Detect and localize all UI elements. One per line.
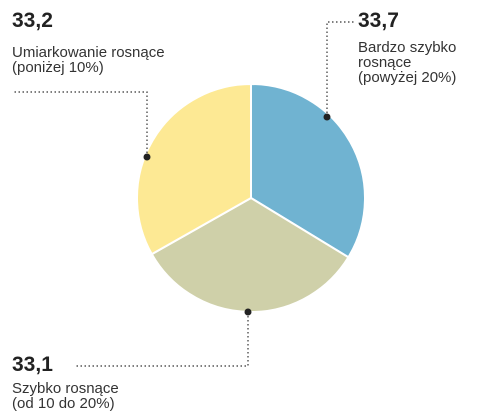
category-label: Umiarkowanie rosnące (poniżej 10%)	[12, 44, 165, 76]
leader-dot	[244, 308, 252, 316]
leader-line	[326, 21, 355, 117]
category-label: Bardzo szybko rosnące (powyżej 20%)	[358, 39, 457, 86]
pie	[136, 82, 366, 313]
leader-dot	[143, 153, 151, 161]
leader-line	[75, 312, 249, 367]
leader-line	[12, 91, 148, 157]
pie-slice	[136, 82, 252, 256]
value-label: 33,2	[12, 9, 53, 32]
category-label: Szybko rosnące (od 10 do 20%)	[12, 380, 119, 412]
value-label: 33,1	[12, 353, 53, 376]
leader-dot	[323, 113, 331, 121]
value-label: 33,7	[358, 9, 399, 32]
pie-slice	[250, 82, 366, 259]
